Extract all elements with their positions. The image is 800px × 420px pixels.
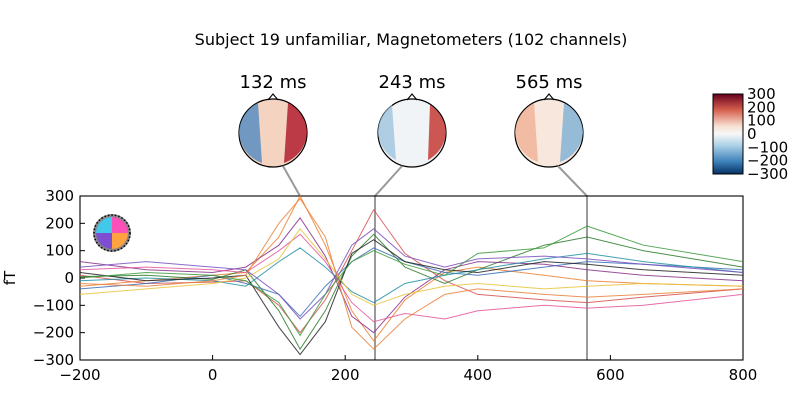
channel-trace xyxy=(79,233,744,323)
sensor-color-q2 xyxy=(112,233,128,249)
x-axis-ticks: −200 0 200 400 600 800 xyxy=(59,355,757,384)
channel-trace xyxy=(79,247,744,304)
colorbar-tick-label: 0 xyxy=(747,125,757,143)
nose-icon xyxy=(406,93,418,101)
colorbar-tick-label: 100 xyxy=(747,112,776,130)
y-axis-label: fT xyxy=(1,270,19,285)
positive-field xyxy=(284,103,307,163)
sensor-legend xyxy=(93,214,131,252)
positive-field xyxy=(428,105,446,160)
sensor-dots xyxy=(93,214,131,252)
topomap-243: 243 ms xyxy=(377,72,447,168)
channel-trace xyxy=(79,208,744,334)
x-tick-label: 200 xyxy=(331,366,360,384)
nose-icon xyxy=(543,93,555,101)
topomap-565: 565 ms xyxy=(514,72,584,168)
y-tick-label: −300 xyxy=(33,351,74,369)
figure-title: Subject 19 unfamiliar, Magnetometers (10… xyxy=(195,30,628,49)
nose-icon xyxy=(267,93,279,101)
x-tick-label: 0 xyxy=(208,366,218,384)
negative-field xyxy=(377,105,396,160)
y-tick-label: 0 xyxy=(64,269,74,287)
y-tick-label: −100 xyxy=(33,296,74,314)
y-tick-label: 200 xyxy=(45,214,74,232)
colorbar-tick-label: −200 xyxy=(747,152,788,170)
y-axis-ticks: 300 200 100 0 −100 −200 −300 xyxy=(33,187,85,369)
colorbar-tick-label: 200 xyxy=(747,98,776,116)
sensor-color-q3 xyxy=(96,217,112,233)
topomap-label: 565 ms xyxy=(516,72,583,93)
channel-trace xyxy=(79,194,744,342)
channel-trace xyxy=(79,227,744,306)
colorbar xyxy=(712,93,744,175)
topomap-132: 132 ms xyxy=(238,72,308,168)
connector-243 xyxy=(374,165,403,360)
trace-lines xyxy=(79,194,744,356)
y-tick-label: 100 xyxy=(45,242,74,260)
x-tick-label: −200 xyxy=(59,366,100,384)
topomap-label: 243 ms xyxy=(379,72,446,93)
channel-trace xyxy=(79,239,744,356)
x-tick-label: 600 xyxy=(596,366,625,384)
channel-trace xyxy=(79,247,744,318)
colorbar-tick-label: −300 xyxy=(747,165,788,183)
connector-132 xyxy=(282,165,301,197)
negative-field xyxy=(239,103,262,163)
colorbar-tick-label: −100 xyxy=(747,138,788,156)
channel-trace xyxy=(79,225,744,337)
y-tick-label: −200 xyxy=(33,324,74,342)
negative-field xyxy=(560,103,583,162)
x-tick-label: 800 xyxy=(729,366,758,384)
channel-trace xyxy=(79,233,744,351)
x-tick-label: 400 xyxy=(463,366,492,384)
channel-trace xyxy=(79,217,744,334)
topomap-label: 132 ms xyxy=(240,72,307,93)
sensor-color-q1 xyxy=(112,217,128,233)
positive-field xyxy=(515,103,538,162)
channel-trace xyxy=(79,228,744,320)
y-tick-label: 300 xyxy=(45,187,74,205)
colorbar-tick-label: 300 xyxy=(747,85,776,103)
